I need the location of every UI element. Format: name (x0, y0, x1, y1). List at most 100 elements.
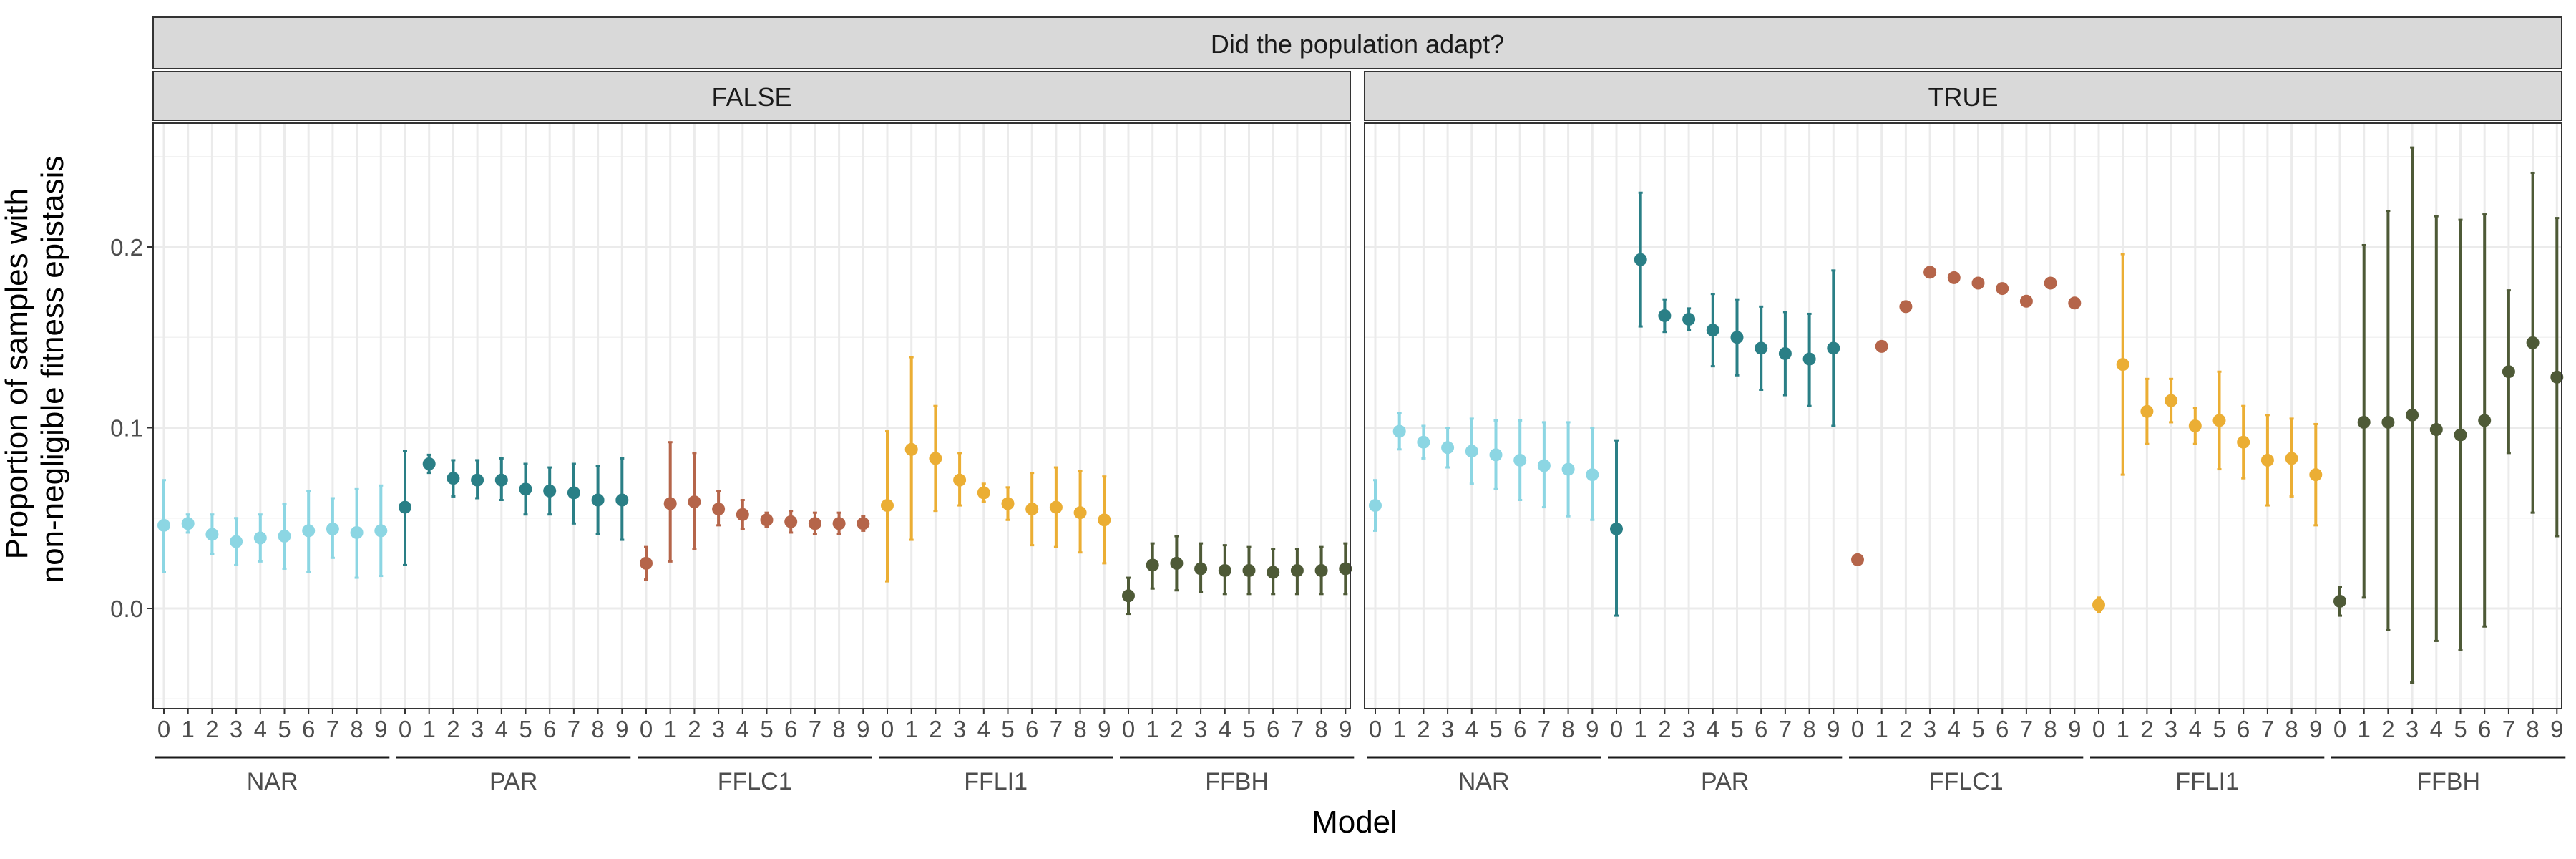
data-point (1025, 503, 1039, 516)
data-point (230, 535, 243, 548)
series-nar (157, 479, 388, 579)
x-tick-label: 8 (832, 716, 845, 742)
data-point (1971, 276, 1985, 290)
data-point (1706, 324, 1719, 337)
x-tick-label: 6 (1267, 716, 1279, 742)
data-point (977, 486, 990, 500)
data-point (278, 530, 291, 543)
data-point (1465, 445, 1478, 458)
x-tick-label: 9 (374, 716, 387, 742)
y-axis-title-line-2: non-negligible fitness epistasis (35, 156, 70, 583)
data-point (1561, 462, 1575, 476)
x-tick-label: 5 (2212, 716, 2225, 742)
x-tick-label: 2 (2140, 716, 2153, 742)
data-point (1049, 500, 1063, 514)
y-tick-label: 0.1 (110, 415, 143, 442)
series-nar (1369, 412, 1599, 532)
data-point (591, 493, 605, 507)
data-point (157, 518, 170, 532)
y-axis-title: Proportion of samples with non-negligibl… (0, 156, 70, 583)
data-point (326, 522, 339, 535)
data-point (399, 500, 411, 514)
x-tick-label: 6 (1996, 716, 2009, 742)
group-label: FFLI1 (964, 768, 1028, 795)
data-point (1218, 563, 1231, 577)
x-tick-label: 3 (2406, 716, 2419, 742)
data-point (2116, 358, 2129, 372)
x-tick-label: 4 (1465, 716, 1478, 742)
series-ffbh (1122, 535, 1352, 616)
data-point (1314, 563, 1328, 577)
x-tick-label: 8 (1073, 716, 1086, 742)
x-tick-label: 5 (760, 716, 773, 742)
x-tick-label: 7 (1050, 716, 1063, 742)
x-tick-label: 4 (2189, 716, 2202, 742)
series-ffli1 (2092, 253, 2323, 613)
data-point (1827, 341, 1840, 355)
data-point (1369, 499, 1382, 513)
data-point (1267, 566, 1280, 579)
x-tick-label: 1 (664, 716, 677, 742)
group-label: NAR (1458, 768, 1510, 795)
data-point (1339, 562, 1352, 576)
x-tick-label: 4 (977, 716, 990, 742)
x-tick-label: 5 (1971, 716, 1984, 742)
data-point (374, 524, 388, 538)
data-point (1996, 282, 2009, 296)
data-point (1778, 346, 1792, 360)
x-tick-label: 5 (519, 716, 532, 742)
x-tick-label: 1 (1393, 716, 1406, 742)
group-label: FFLI1 (2175, 768, 2239, 795)
x-tick-label: 0 (399, 716, 411, 742)
group-label: NAR (247, 768, 298, 795)
x-tick-label: 0 (1851, 716, 1864, 742)
data-point (832, 517, 846, 530)
y-axis-title-line-1: Proportion of samples with (0, 188, 34, 559)
x-tick-label: 5 (1001, 716, 1014, 742)
data-point (953, 473, 967, 487)
data-point (2357, 415, 2371, 429)
data-point (663, 497, 677, 510)
data-point (1170, 556, 1184, 570)
x-tick-label: 0 (2333, 716, 2346, 742)
data-point (302, 524, 316, 538)
data-point (615, 493, 629, 507)
x-tick-label: 9 (1827, 716, 1840, 742)
data-point (760, 513, 774, 527)
data-point (688, 495, 701, 509)
data-point (1802, 352, 1816, 366)
x-tick-label: 5 (1242, 716, 1255, 742)
data-point (350, 525, 364, 539)
x-tick-label: 8 (2285, 716, 2298, 742)
panel-true: TRUE (1364, 71, 2564, 709)
x-tick-label: 4 (1948, 716, 1961, 742)
x-tick-label: 0 (2092, 716, 2105, 742)
data-point (471, 473, 484, 487)
panel-background (1365, 123, 2562, 709)
x-tick-label: 3 (712, 716, 725, 742)
x-tick-label: 3 (953, 716, 966, 742)
x-tick-label: 0 (881, 716, 894, 742)
x-tick-label: 8 (1561, 716, 1574, 742)
x-tick-label: 2 (1417, 716, 1430, 742)
data-point (2212, 414, 2226, 427)
data-point (1290, 563, 1304, 577)
panel-border (152, 122, 1351, 709)
data-point (1001, 497, 1015, 510)
x-tick-label: 8 (1314, 716, 1327, 742)
data-point (447, 472, 460, 485)
x-tick-label: 7 (567, 716, 580, 742)
data-point (2140, 404, 2154, 418)
data-point (1489, 448, 1503, 462)
top-strip-box (152, 16, 2562, 69)
x-tick-label: 6 (2237, 716, 2250, 742)
x-tick-label: 7 (326, 716, 339, 742)
series-fflc1 (640, 441, 870, 581)
y-tick-label: 0.2 (110, 234, 143, 261)
data-point (1634, 253, 1647, 266)
series-fflc1 (1851, 266, 2082, 566)
data-point (2309, 468, 2323, 482)
x-tick-label: 1 (423, 716, 436, 742)
x-tick-label: 2 (447, 716, 459, 742)
